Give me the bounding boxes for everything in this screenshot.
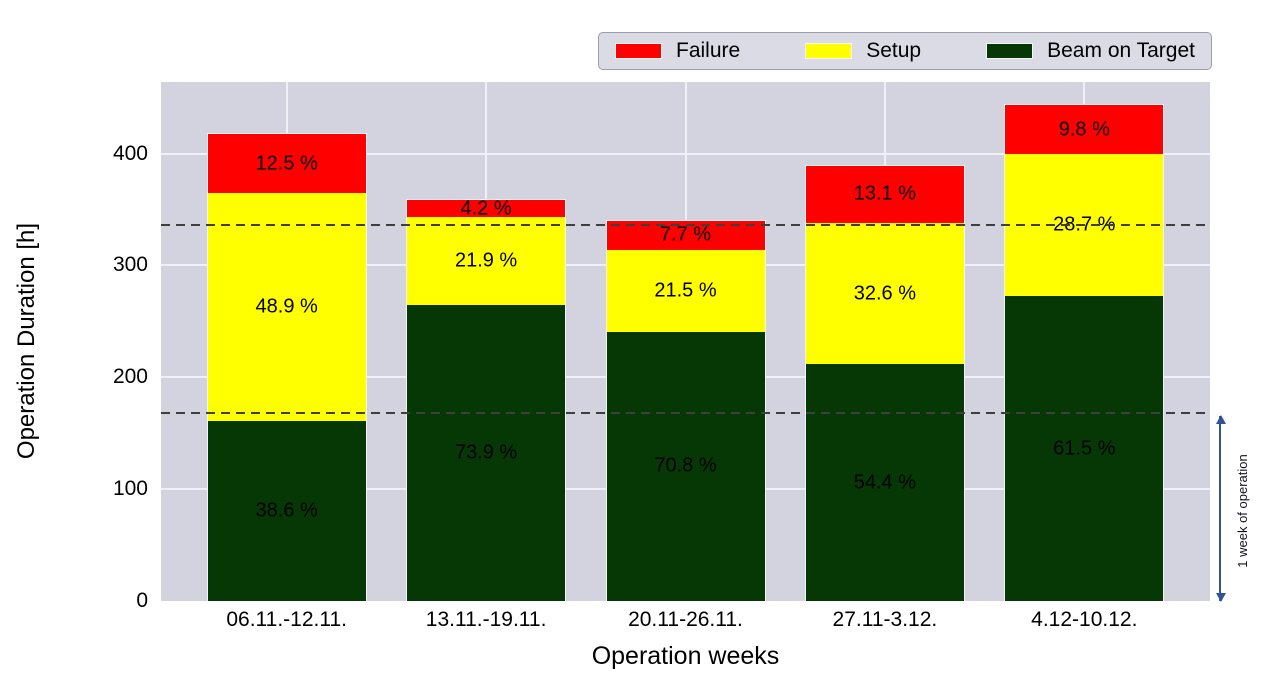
y-tick-label: 400 [112, 141, 148, 165]
segment-percent-label: 21.5 % [654, 279, 717, 302]
y-tick-label: 100 [112, 477, 148, 501]
bar-4.12-10.12.: 9.8 % 28.7 % 61.5 % [1004, 104, 1165, 601]
segment-percent-label: 61.5 % [1053, 437, 1116, 460]
legend-item-beam-on-target: Beam on Target [986, 39, 1195, 63]
x-tick-label: 13.11.-19.11. [425, 608, 547, 631]
segment-failure: 13.1 % [805, 165, 964, 223]
segment-percent-label: 7.7 % [659, 223, 712, 246]
bar-27.11-3.12.: 13.1 % 32.6 % 54.4 % [804, 164, 965, 602]
x-tick-label: 27.11-3.12. [832, 608, 938, 631]
segment-percent-label: 13.1 % [853, 182, 917, 205]
segment-percent-label: 21.9 % [454, 249, 518, 272]
legend-item-setup: Setup [805, 39, 921, 63]
x-axis-title: Operation weeks [591, 642, 780, 670]
segment-percent-label: 12.5 % [255, 152, 318, 175]
segment-failure: 4.2 % [407, 197, 566, 220]
beam-on-target-swatch-icon [986, 43, 1034, 59]
segment-percent-label: 54.4 % [853, 471, 917, 494]
segment-beam-on-target: 61.5 % [1005, 296, 1164, 601]
failure-swatch-icon [615, 43, 662, 59]
legend-label-beam-on-target: Beam on Target [1047, 39, 1195, 62]
segment-beam-on-target: 54.4 % [805, 364, 964, 602]
bar-06.11.-12.11.: 12.5 % 48.9 % 38.6 % [206, 133, 367, 601]
segment-setup: 32.6 % [805, 222, 964, 365]
segment-failure: 9.8 % [1005, 105, 1164, 154]
reference-line-168h [161, 412, 1210, 415]
one-week-annotation: 1 week of operation [1235, 453, 1250, 568]
segment-beam-on-target: 73.9 % [407, 304, 566, 601]
segment-setup: 21.5 % [606, 249, 765, 332]
bar-20.11-26.11.: 7.7 % 21.5 % 70.8 % [605, 219, 766, 601]
segment-percent-label: 9.8 % [1058, 118, 1110, 141]
legend-label-failure: Failure [676, 39, 741, 62]
legend-item-failure: Failure [615, 39, 740, 63]
setup-swatch-icon [805, 43, 853, 59]
y-tick-label: 200 [112, 365, 148, 389]
segment-beam-on-target: 70.8 % [606, 331, 765, 601]
segment-failure: 12.5 % [207, 134, 366, 193]
x-tick-label: 06.11.-12.11. [226, 608, 348, 631]
segment-percent-label: 70.8 % [654, 454, 717, 477]
one-week-arrow-icon [1216, 415, 1226, 602]
segment-setup: 21.9 % [407, 217, 566, 305]
plot-area: 12.5 % 48.9 % 38.6 % 4.2 % 21.9 % 73.9 % 7.7 %… [161, 82, 1210, 602]
segment-percent-label: 48.9 % [255, 295, 318, 318]
y-tick-label: 0 [136, 589, 148, 612]
legend-label-setup: Setup [866, 39, 922, 62]
segment-beam-on-target: 38.6 % [207, 420, 366, 601]
x-tick-label: 4.12-10.12. [1031, 608, 1138, 631]
segment-percent-label: 4.2 % [460, 197, 512, 220]
y-axis-title: Operation Duration [h] [13, 222, 40, 460]
bar-13.11.-19.11.: 4.2 % 21.9 % 73.9 % [406, 197, 567, 601]
legend: Failure Setup Beam on Target [598, 32, 1212, 70]
segment-percent-label: 32.6 % [853, 282, 917, 305]
segment-percent-label: 38.6 % [255, 499, 318, 522]
segment-percent-label: 73.9 % [454, 441, 518, 464]
x-tick-label: 20.11-26.11. [628, 608, 743, 631]
segment-setup: 48.9 % [207, 192, 366, 421]
y-tick-label: 300 [112, 253, 148, 277]
reference-line-336h [161, 224, 1210, 227]
